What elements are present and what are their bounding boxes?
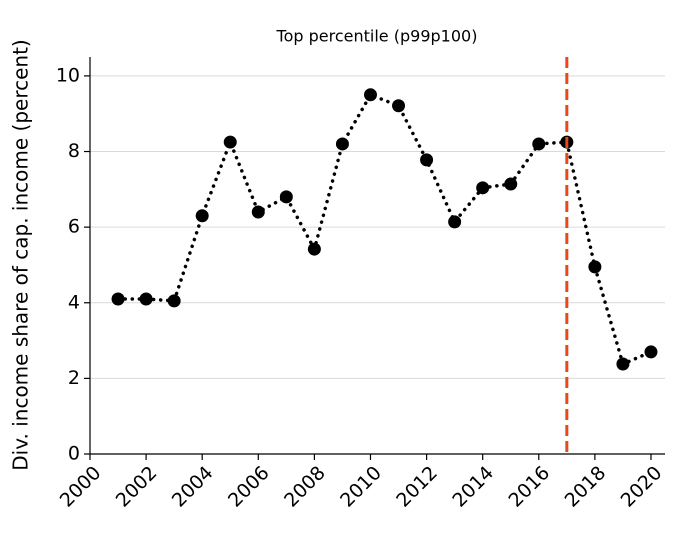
y-tick-label: 0 <box>68 443 80 465</box>
x-tick-label: 2016 <box>504 462 554 512</box>
data-point <box>363 88 377 102</box>
x-tick-label: 2004 <box>168 462 218 512</box>
x-tick-label: 2020 <box>617 462 667 512</box>
x-tick-label: 2012 <box>392 462 442 512</box>
y-tick-label: 10 <box>56 64 80 86</box>
data-point <box>448 215 462 229</box>
data-point <box>644 345 658 359</box>
x-tick-label: 2008 <box>280 462 330 512</box>
data-point <box>532 137 546 151</box>
x-tick-label: 2000 <box>56 462 106 512</box>
data-point <box>588 260 602 274</box>
data-point <box>167 294 181 308</box>
x-tick-label: 2002 <box>112 462 162 512</box>
data-point <box>139 292 153 306</box>
y-tick-label: 2 <box>68 367 80 389</box>
data-point <box>223 135 237 149</box>
chart-title: Top percentile (p99p100) <box>276 27 478 46</box>
y-axis-label: Div. income share of cap. income (percen… <box>9 39 33 470</box>
data-point <box>392 99 406 113</box>
y-tick-label: 4 <box>68 291 80 313</box>
y-tick-label: 6 <box>68 216 80 238</box>
x-tick-label: 2014 <box>448 462 498 512</box>
data-point <box>616 357 630 371</box>
data-point <box>195 209 209 223</box>
data-point <box>476 181 490 195</box>
data-point <box>335 137 349 151</box>
data-point <box>279 190 293 204</box>
x-tick-label: 2006 <box>224 462 274 512</box>
y-tick-label: 8 <box>68 140 80 162</box>
data-point <box>504 177 518 191</box>
data-point <box>420 153 434 167</box>
x-tick-label: 2018 <box>561 462 611 512</box>
data-point <box>251 205 265 219</box>
x-tick-label: 2010 <box>336 462 386 512</box>
data-point <box>307 242 321 256</box>
data-point <box>111 292 125 306</box>
data-line <box>116 92 653 367</box>
